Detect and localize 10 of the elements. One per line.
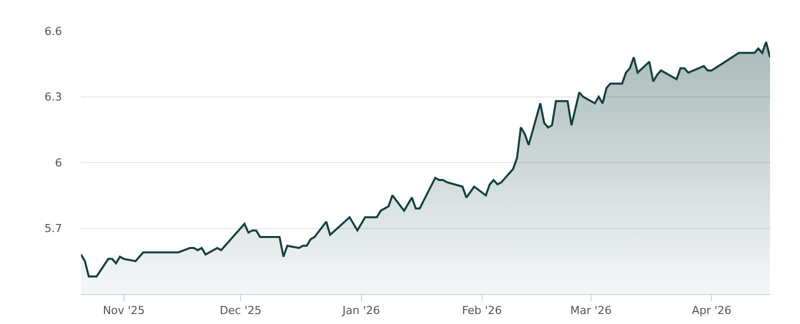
x-tick-label: Dec '25 bbox=[220, 304, 262, 318]
x-tick-label: Mar '26 bbox=[570, 304, 612, 318]
x-tick-label: Feb '26 bbox=[462, 304, 502, 318]
y-tick-label: 6.3 bbox=[44, 90, 62, 104]
x-tick-label: Jan '26 bbox=[342, 304, 380, 318]
y-tick-label: 6.6 bbox=[44, 24, 62, 38]
x-tick-label: Nov '25 bbox=[102, 304, 145, 318]
y-tick-label: 5.7 bbox=[44, 222, 62, 236]
x-tick-label: Apr '26 bbox=[692, 304, 732, 318]
y-tick-label: 6 bbox=[55, 156, 62, 170]
